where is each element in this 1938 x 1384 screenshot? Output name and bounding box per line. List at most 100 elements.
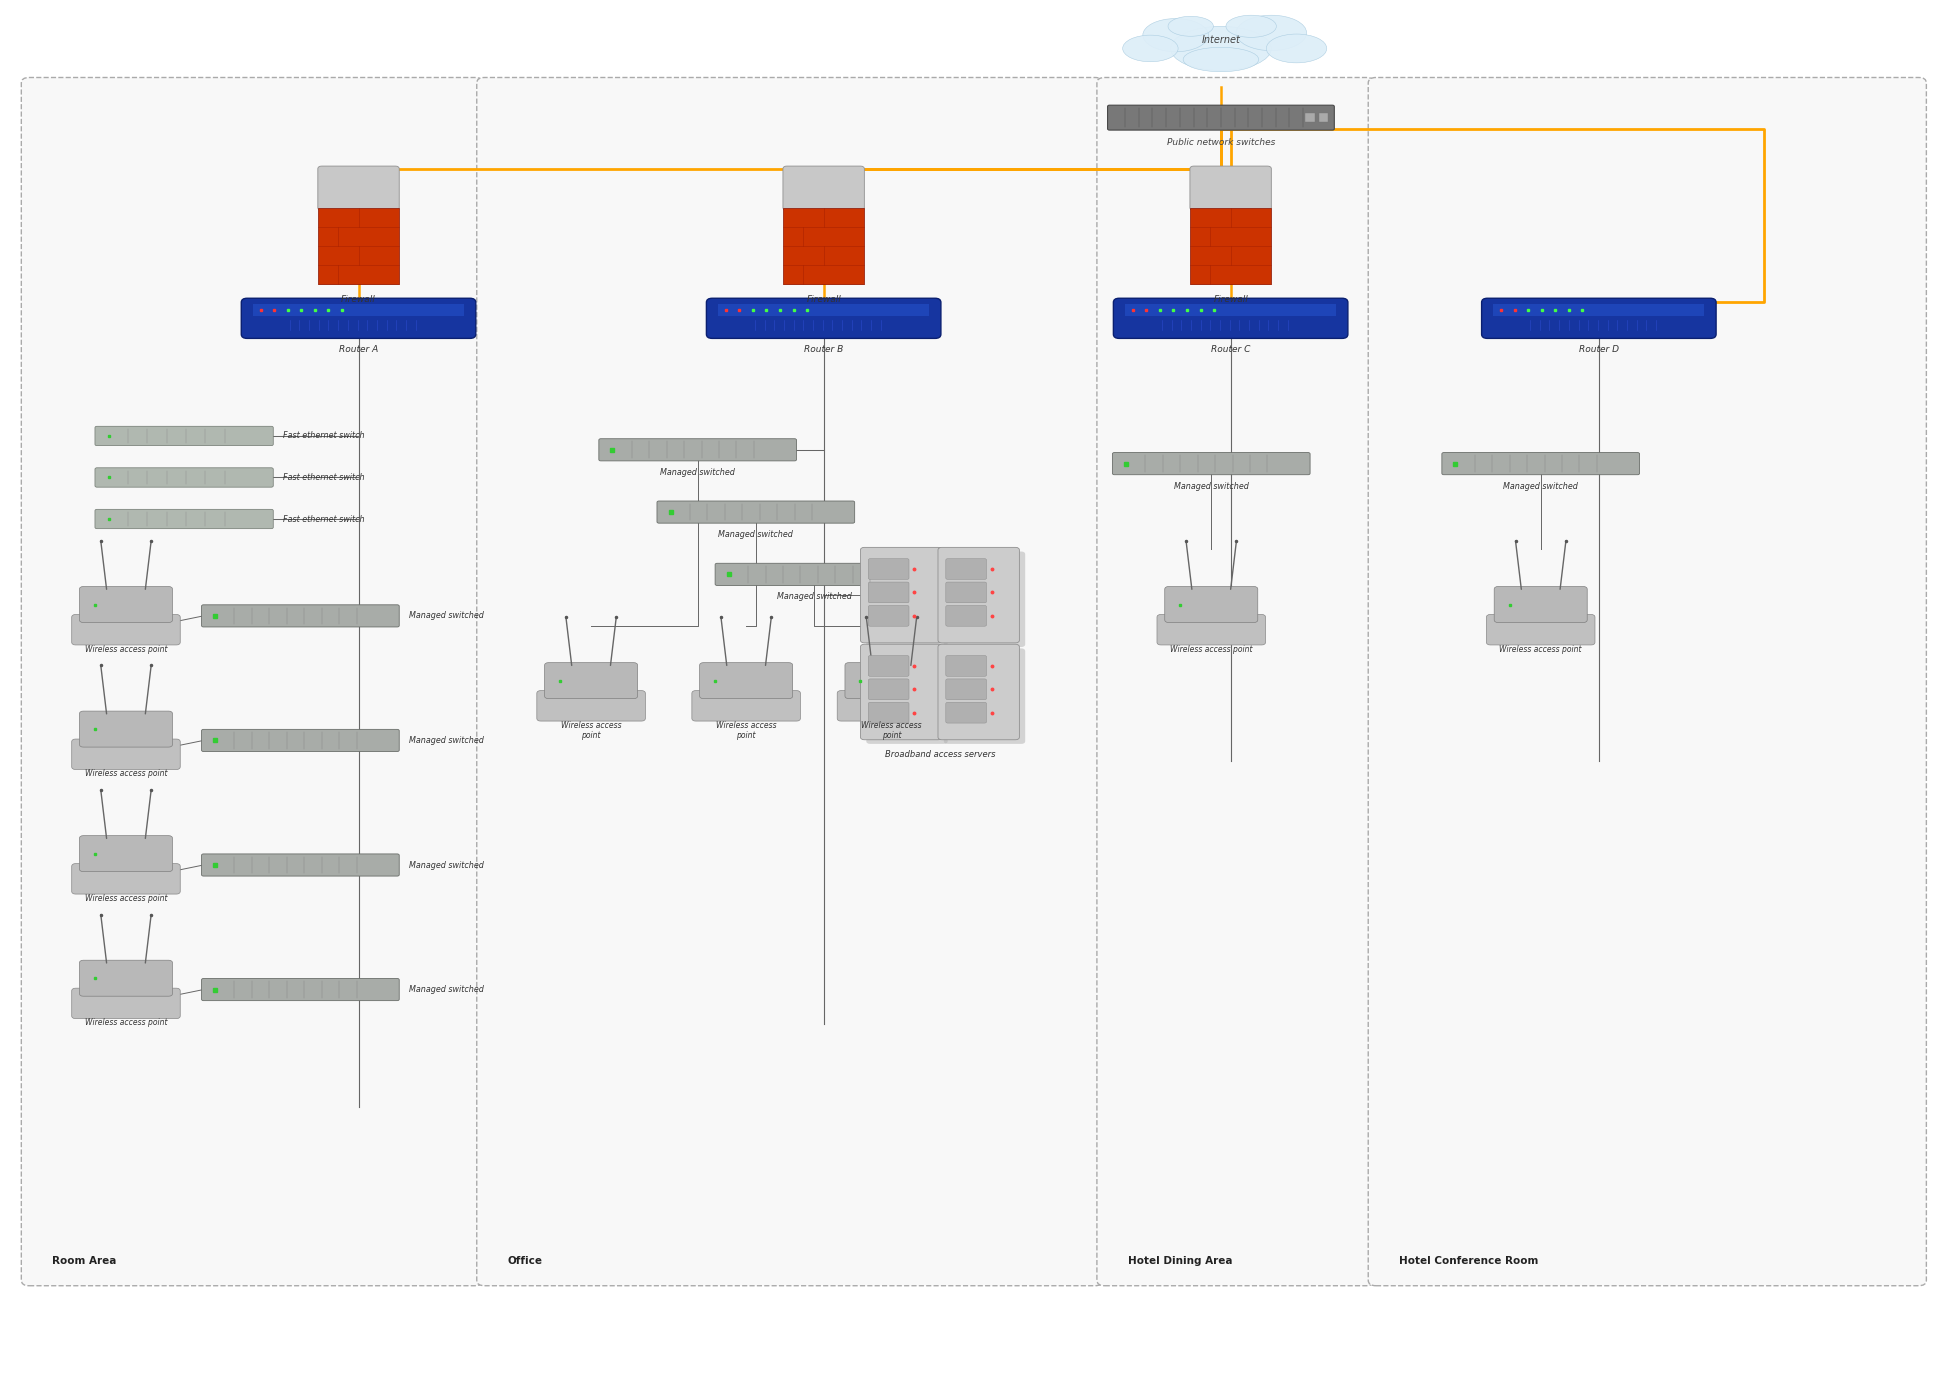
Text: Hotel Dining Area: Hotel Dining Area [1128, 1257, 1233, 1266]
FancyBboxPatch shape [944, 648, 1025, 745]
FancyBboxPatch shape [72, 864, 180, 894]
FancyBboxPatch shape [938, 547, 1019, 642]
Text: Firewall: Firewall [1213, 295, 1248, 304]
FancyBboxPatch shape [700, 663, 793, 699]
FancyBboxPatch shape [72, 614, 180, 645]
FancyBboxPatch shape [1494, 587, 1587, 623]
FancyBboxPatch shape [79, 836, 172, 872]
Text: Managed switched: Managed switched [409, 861, 484, 869]
Text: Room Area: Room Area [52, 1257, 116, 1266]
Text: Office: Office [508, 1257, 543, 1266]
Text: Wireless access
point: Wireless access point [715, 721, 777, 740]
FancyBboxPatch shape [1109, 105, 1333, 130]
Text: Wireless access point: Wireless access point [85, 645, 167, 653]
Text: Managed switched: Managed switched [409, 985, 484, 994]
FancyBboxPatch shape [845, 663, 938, 699]
Text: Managed switched: Managed switched [719, 530, 793, 540]
FancyBboxPatch shape [783, 166, 864, 210]
FancyBboxPatch shape [868, 680, 909, 700]
Text: Managed switched: Managed switched [1174, 482, 1248, 491]
Text: Public network switches: Public network switches [1167, 138, 1275, 148]
Ellipse shape [1236, 15, 1306, 51]
Text: Fast ethernet switch: Fast ethernet switch [283, 515, 364, 523]
Ellipse shape [1143, 18, 1207, 51]
FancyBboxPatch shape [1124, 304, 1335, 316]
FancyBboxPatch shape [868, 702, 909, 722]
FancyBboxPatch shape [545, 663, 638, 699]
FancyBboxPatch shape [1442, 453, 1640, 475]
FancyBboxPatch shape [79, 711, 172, 747]
FancyBboxPatch shape [1165, 587, 1258, 623]
FancyBboxPatch shape [202, 729, 399, 752]
FancyBboxPatch shape [946, 583, 986, 603]
FancyBboxPatch shape [946, 656, 986, 677]
FancyBboxPatch shape [477, 78, 1103, 1286]
Text: Router A: Router A [339, 346, 378, 354]
Ellipse shape [1122, 35, 1178, 62]
FancyBboxPatch shape [866, 648, 948, 745]
FancyBboxPatch shape [95, 509, 273, 529]
Text: Broadband access servers: Broadband access servers [884, 750, 996, 760]
FancyBboxPatch shape [715, 563, 913, 585]
FancyBboxPatch shape [1190, 166, 1271, 210]
Text: Wireless access point: Wireless access point [1500, 645, 1581, 653]
Ellipse shape [1169, 17, 1213, 36]
Ellipse shape [1266, 35, 1328, 62]
FancyBboxPatch shape [946, 680, 986, 700]
Text: Fast ethernet switch: Fast ethernet switch [283, 432, 364, 440]
FancyBboxPatch shape [946, 605, 986, 626]
Text: Firewall: Firewall [341, 295, 376, 304]
FancyBboxPatch shape [79, 587, 172, 623]
FancyBboxPatch shape [1190, 208, 1271, 284]
FancyBboxPatch shape [1486, 614, 1595, 645]
Ellipse shape [1171, 26, 1271, 71]
FancyBboxPatch shape [657, 501, 855, 523]
FancyBboxPatch shape [202, 605, 399, 627]
Ellipse shape [1182, 47, 1260, 72]
FancyBboxPatch shape [938, 645, 1019, 739]
Text: Managed switched: Managed switched [409, 736, 484, 745]
Text: Internet: Internet [1202, 35, 1240, 46]
Text: Firewall: Firewall [806, 295, 841, 304]
FancyBboxPatch shape [240, 299, 475, 338]
FancyBboxPatch shape [860, 645, 942, 739]
FancyBboxPatch shape [692, 691, 800, 721]
Text: Fast ethernet switch: Fast ethernet switch [283, 473, 364, 482]
Text: Wireless access point: Wireless access point [85, 894, 167, 902]
FancyBboxPatch shape [95, 468, 273, 487]
FancyBboxPatch shape [1368, 78, 1926, 1286]
Text: Wireless access point: Wireless access point [85, 1019, 167, 1027]
FancyBboxPatch shape [72, 988, 180, 1019]
FancyBboxPatch shape [946, 702, 986, 722]
FancyBboxPatch shape [1112, 453, 1310, 475]
FancyBboxPatch shape [252, 304, 463, 316]
Text: Router B: Router B [804, 346, 843, 354]
FancyBboxPatch shape [537, 691, 645, 721]
FancyBboxPatch shape [837, 691, 946, 721]
Text: Wireless access
point: Wireless access point [560, 721, 622, 740]
Text: Wireless access point: Wireless access point [85, 770, 167, 778]
FancyBboxPatch shape [860, 547, 942, 642]
FancyBboxPatch shape [318, 208, 399, 284]
FancyBboxPatch shape [318, 166, 399, 210]
FancyBboxPatch shape [79, 960, 172, 996]
FancyBboxPatch shape [1492, 304, 1705, 316]
FancyBboxPatch shape [1304, 113, 1314, 122]
FancyBboxPatch shape [72, 739, 180, 770]
FancyBboxPatch shape [946, 559, 986, 580]
FancyBboxPatch shape [95, 426, 273, 446]
FancyBboxPatch shape [202, 978, 399, 1001]
Text: Managed switched: Managed switched [409, 612, 484, 620]
Text: Managed switched: Managed switched [1504, 482, 1578, 491]
Text: Managed switched: Managed switched [777, 592, 851, 602]
Text: Managed switched: Managed switched [661, 468, 735, 477]
FancyBboxPatch shape [1097, 78, 1374, 1286]
FancyBboxPatch shape [868, 559, 909, 580]
FancyBboxPatch shape [705, 299, 942, 338]
FancyBboxPatch shape [1157, 614, 1266, 645]
Text: Hotel Conference Room: Hotel Conference Room [1399, 1257, 1539, 1266]
FancyBboxPatch shape [599, 439, 797, 461]
FancyBboxPatch shape [944, 552, 1025, 648]
FancyBboxPatch shape [21, 78, 483, 1286]
Text: Router D: Router D [1579, 346, 1618, 354]
